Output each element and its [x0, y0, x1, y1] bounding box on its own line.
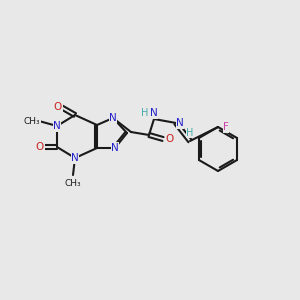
Text: CH₃: CH₃ [65, 178, 81, 188]
Text: N: N [111, 143, 119, 153]
Text: H: H [141, 108, 149, 118]
Text: N: N [109, 113, 117, 123]
Text: N: N [176, 118, 184, 128]
Text: O: O [166, 134, 174, 144]
Text: F: F [223, 122, 229, 132]
Text: H: H [186, 128, 194, 138]
Text: N: N [71, 153, 79, 163]
Text: O: O [36, 142, 44, 152]
Text: N: N [150, 108, 158, 118]
Text: O: O [54, 102, 62, 112]
Text: CH₃: CH₃ [24, 116, 40, 125]
Text: N: N [53, 121, 61, 131]
